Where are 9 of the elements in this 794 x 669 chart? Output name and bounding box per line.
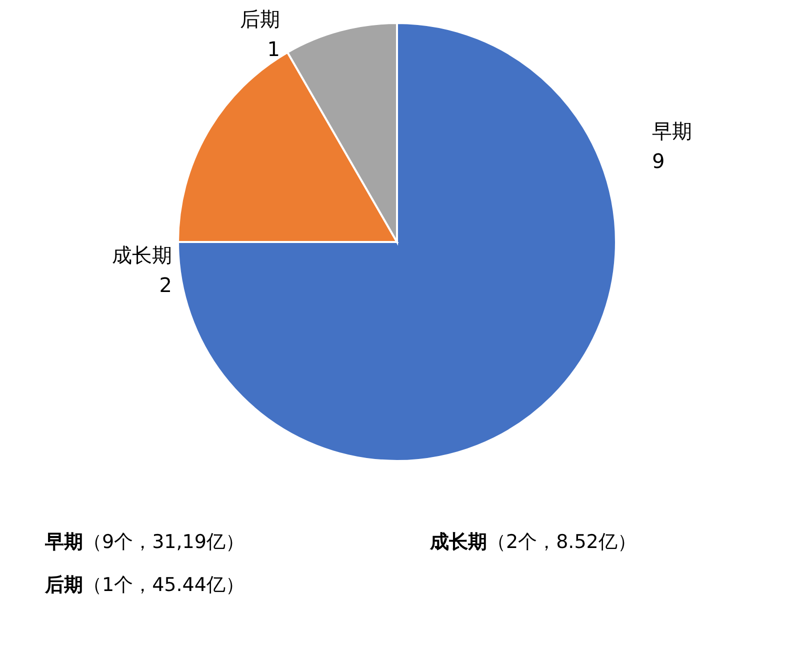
data-label: 9	[652, 149, 665, 173]
data-label: 1	[267, 37, 280, 61]
text: 成长期（2个，8.52亿）	[429, 531, 636, 553]
slice-label: 早期	[652, 119, 692, 143]
slice-label: 后期	[240, 7, 280, 31]
text: 早期（9个，31,19亿）	[44, 531, 244, 553]
data-label: 2	[159, 273, 172, 297]
text: 后期（1个，45.44亿）	[44, 574, 244, 596]
slice-label: 成长期	[112, 243, 172, 267]
